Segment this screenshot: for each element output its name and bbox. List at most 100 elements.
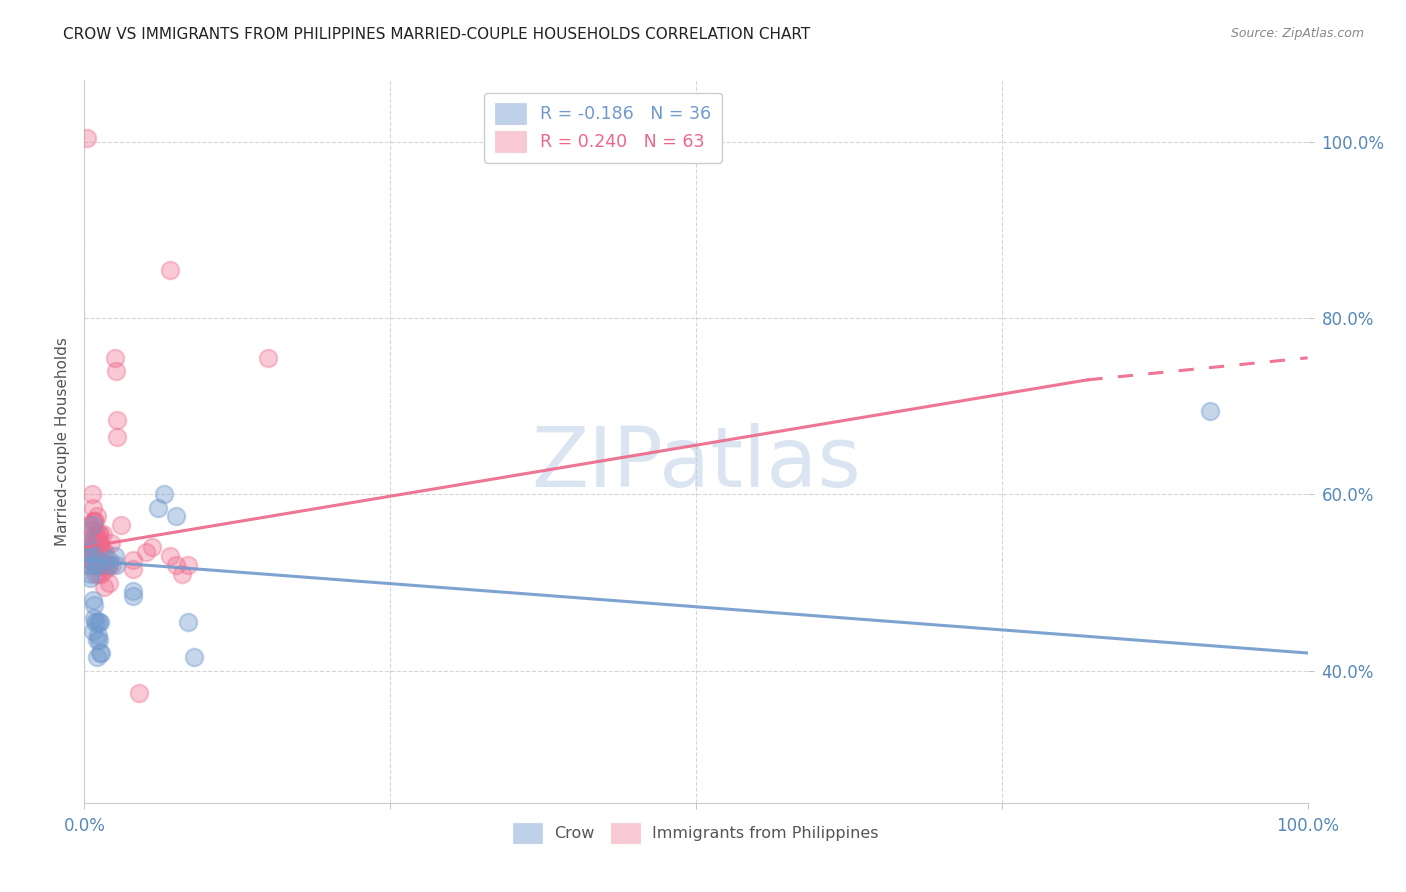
Point bbox=[91, 527, 114, 541]
Point bbox=[94, 544, 117, 558]
Point bbox=[87, 566, 110, 581]
Point bbox=[87, 536, 110, 550]
Point bbox=[146, 500, 169, 515]
Text: Source: ZipAtlas.com: Source: ZipAtlas.com bbox=[1230, 27, 1364, 40]
Point bbox=[87, 632, 110, 647]
Point bbox=[80, 523, 103, 537]
Point bbox=[183, 650, 205, 665]
Point bbox=[105, 558, 128, 572]
Point bbox=[89, 558, 111, 572]
Point bbox=[159, 549, 181, 563]
Point bbox=[86, 509, 108, 524]
Point bbox=[82, 624, 104, 638]
Point bbox=[83, 536, 105, 550]
Point bbox=[105, 430, 128, 444]
Point bbox=[97, 553, 120, 567]
Point bbox=[135, 544, 157, 558]
Point bbox=[84, 558, 107, 572]
Point bbox=[165, 509, 187, 524]
Point bbox=[177, 558, 200, 572]
Point bbox=[105, 364, 128, 378]
Point bbox=[80, 544, 103, 558]
Point bbox=[83, 549, 105, 563]
Point bbox=[87, 628, 110, 642]
Point bbox=[87, 558, 110, 572]
Point bbox=[89, 646, 111, 660]
Point bbox=[128, 686, 150, 700]
Point bbox=[87, 553, 110, 567]
Point bbox=[1198, 403, 1220, 417]
Point bbox=[77, 518, 100, 533]
Point bbox=[86, 650, 108, 665]
Point bbox=[76, 544, 98, 558]
Point bbox=[79, 571, 101, 585]
Point bbox=[82, 541, 104, 555]
Point bbox=[84, 541, 107, 555]
Point bbox=[110, 518, 132, 533]
Legend: Crow, Immigrants from Philippines: Crow, Immigrants from Philippines bbox=[506, 817, 886, 849]
Point bbox=[153, 487, 176, 501]
Point bbox=[100, 536, 122, 550]
Point bbox=[91, 544, 114, 558]
Point bbox=[79, 544, 101, 558]
Point bbox=[122, 584, 145, 599]
Point bbox=[90, 646, 112, 660]
Text: CROW VS IMMIGRANTS FROM PHILIPPINES MARRIED-COUPLE HOUSEHOLDS CORRELATION CHART: CROW VS IMMIGRANTS FROM PHILIPPINES MARR… bbox=[63, 27, 810, 42]
Point bbox=[77, 558, 100, 572]
Point bbox=[82, 593, 104, 607]
Point bbox=[83, 611, 105, 625]
Point bbox=[104, 549, 127, 563]
Point bbox=[89, 615, 111, 630]
Point bbox=[122, 562, 145, 576]
Text: ZIPatlas: ZIPatlas bbox=[531, 423, 860, 504]
Point bbox=[82, 518, 104, 533]
Point bbox=[86, 615, 108, 630]
Point bbox=[97, 575, 120, 590]
Point bbox=[141, 541, 163, 555]
Point bbox=[122, 589, 145, 603]
Point bbox=[83, 558, 105, 572]
Point bbox=[79, 532, 101, 546]
Point bbox=[172, 566, 194, 581]
Point bbox=[104, 351, 127, 365]
Point bbox=[83, 598, 105, 612]
Point bbox=[97, 558, 120, 572]
Point bbox=[84, 566, 107, 581]
Point bbox=[90, 541, 112, 555]
Point bbox=[97, 558, 120, 572]
Point bbox=[90, 566, 112, 581]
Point bbox=[76, 130, 98, 145]
Point bbox=[86, 632, 108, 647]
Point bbox=[105, 412, 128, 426]
Point bbox=[76, 536, 98, 550]
Point bbox=[96, 558, 118, 572]
Point bbox=[84, 615, 107, 630]
Point bbox=[84, 514, 107, 528]
Point bbox=[93, 558, 115, 572]
Point bbox=[77, 558, 100, 572]
Point bbox=[86, 532, 108, 546]
Point bbox=[84, 527, 107, 541]
Y-axis label: Married-couple Households: Married-couple Households bbox=[55, 337, 70, 546]
Point bbox=[96, 562, 118, 576]
Point bbox=[159, 262, 181, 277]
Point bbox=[101, 558, 124, 572]
Point bbox=[177, 615, 200, 630]
Point bbox=[83, 514, 105, 528]
Point bbox=[80, 536, 103, 550]
Point bbox=[79, 566, 101, 581]
Point bbox=[82, 514, 104, 528]
Point bbox=[257, 351, 280, 365]
Point bbox=[86, 527, 108, 541]
Point bbox=[87, 615, 110, 630]
Point bbox=[82, 500, 104, 515]
Point bbox=[77, 536, 100, 550]
Point bbox=[79, 553, 101, 567]
Point bbox=[93, 580, 115, 594]
Point bbox=[165, 558, 187, 572]
Point bbox=[75, 549, 97, 563]
Point bbox=[80, 487, 103, 501]
Point bbox=[91, 558, 114, 572]
Point bbox=[86, 553, 108, 567]
Point bbox=[89, 536, 111, 550]
